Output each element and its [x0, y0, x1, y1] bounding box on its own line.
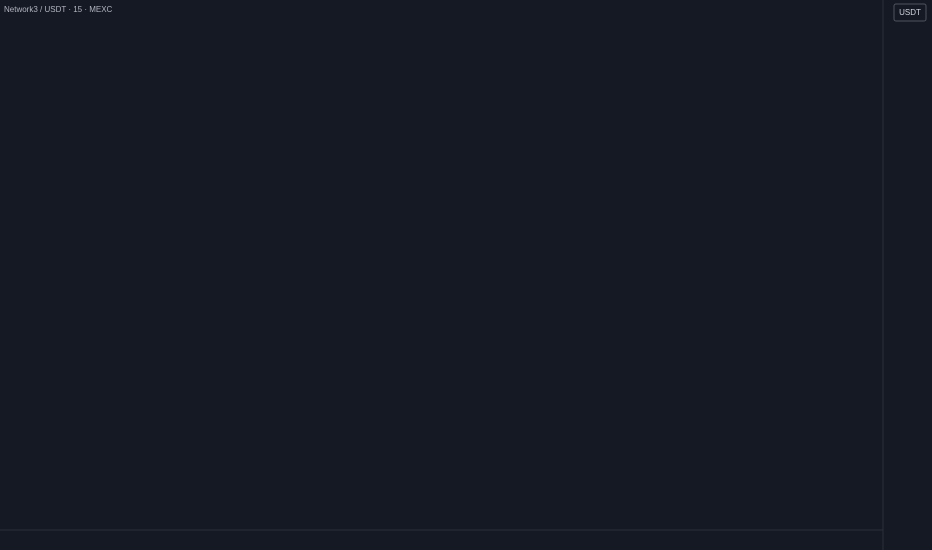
- currency-button-label[interactable]: USDT: [899, 8, 921, 17]
- currency-button[interactable]: [893, 3, 927, 22]
- chart-title: Network3 / USDT · 15 · MEXC: [4, 5, 113, 14]
- price-axis-panel: [883, 0, 932, 550]
